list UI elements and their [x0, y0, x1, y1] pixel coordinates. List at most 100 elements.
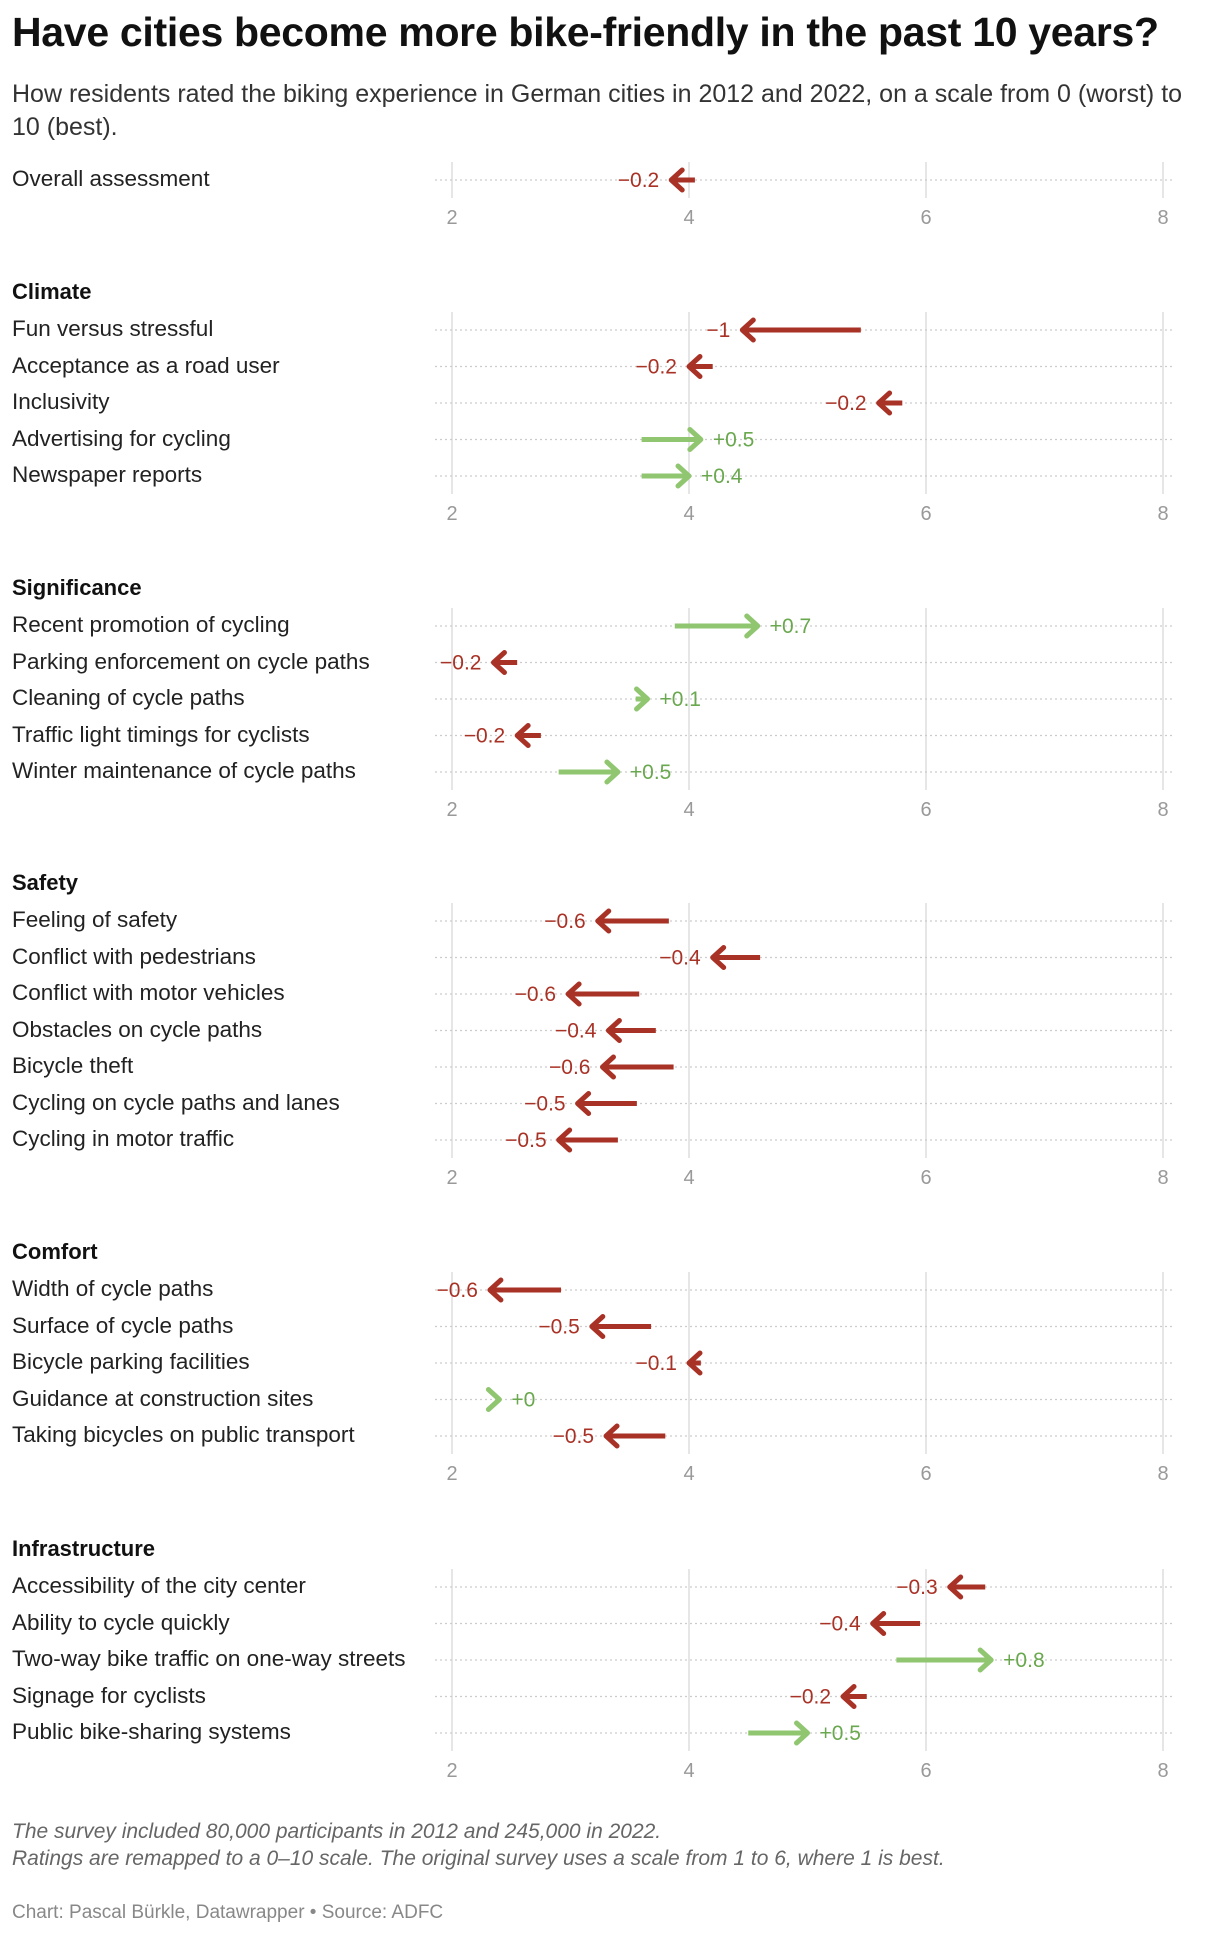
- x-tick-label: 2: [446, 1463, 457, 1485]
- note-line-2: Ratings are remapped to a 0–10 scale. Th…: [12, 1847, 945, 1871]
- arrow-head: [565, 981, 582, 1007]
- change-value-label: +0: [511, 1389, 535, 1412]
- row-label: Cleaning of cycle paths: [12, 685, 245, 710]
- x-tick-label: 2: [446, 1167, 457, 1189]
- change-value-label: −0.6: [436, 1279, 477, 1302]
- x-tick-label: 2: [446, 1760, 457, 1782]
- row-label: Width of cycle paths: [12, 1276, 214, 1301]
- row-label: Ability to cycle quickly: [12, 1609, 230, 1635]
- change-value-label: +0.5: [630, 761, 671, 784]
- row-label: Feeling of safety: [12, 907, 178, 932]
- x-tick-label: 6: [920, 1463, 931, 1485]
- arrow-head: [739, 317, 756, 343]
- arrow-head: [744, 613, 761, 639]
- arrow-head: [675, 463, 692, 489]
- x-tick-label: 6: [920, 207, 931, 229]
- x-tick-label: 6: [920, 1760, 931, 1782]
- row-label: Surface of cycle paths: [12, 1312, 234, 1338]
- note-line-1: The survey included 80,000 participants …: [12, 1820, 662, 1843]
- change-value-label: −0.2: [440, 652, 481, 675]
- row-label: Overall assessment: [12, 166, 210, 191]
- row-label: Taking bicycles on public transport: [12, 1422, 355, 1447]
- row-label: Cycling on cycle paths and lanes: [12, 1089, 340, 1115]
- section-title: Infrastructure: [12, 1536, 156, 1561]
- x-tick-label: 6: [920, 799, 931, 821]
- x-tick-label: 4: [683, 1463, 694, 1485]
- change-value-label: −0.4: [659, 947, 701, 970]
- arrow-head: [604, 759, 621, 785]
- row-label: Recent promotion of cycling: [12, 612, 290, 637]
- change-value-label: −0.4: [555, 1020, 597, 1043]
- change-value-label: −0.2: [790, 1686, 831, 1709]
- change-value-label: −0.2: [825, 392, 866, 415]
- x-tick-label: 6: [920, 1167, 931, 1189]
- change-value-label: −0.1: [636, 1352, 677, 1375]
- arrow-head: [710, 945, 727, 970]
- row-label: Accessibility of the city center: [12, 1573, 306, 1598]
- change-value-label: +0.5: [713, 429, 754, 452]
- change-value-label: +0.7: [770, 615, 811, 638]
- row-label: Winter maintenance of cycle paths: [12, 758, 356, 783]
- arrow-head: [794, 1720, 810, 1746]
- change-value-label: −0.6: [544, 910, 585, 933]
- row-label: Acceptance as a road user: [12, 352, 280, 378]
- x-tick-label: 8: [1157, 1167, 1168, 1189]
- section-title: Comfort: [12, 1239, 98, 1264]
- arrow-head: [605, 1018, 622, 1043]
- change-value-label: −0.5: [538, 1316, 579, 1339]
- arrow-head: [686, 354, 703, 379]
- row-label: Parking enforcement on cycle paths: [12, 648, 370, 674]
- x-tick-label: 4: [683, 1760, 694, 1782]
- change-value-label: +0.5: [820, 1722, 861, 1745]
- chart-title: Have cities become more bike-friendly in…: [12, 9, 1159, 55]
- arrow-head: [947, 1574, 964, 1600]
- section-title: Safety: [12, 870, 79, 895]
- arrow-head: [599, 1054, 616, 1080]
- x-tick-label: 4: [683, 1167, 694, 1189]
- arrow-head: [487, 1277, 504, 1303]
- arrow-head: [485, 1387, 502, 1412]
- arrow-head: [840, 1684, 857, 1709]
- row-label: Newspaper reports: [12, 462, 203, 487]
- arrow-head: [575, 1091, 592, 1116]
- change-value-label: +0.8: [1003, 1649, 1044, 1672]
- chart-credit: Chart: Pascal Bürkle, Datawrapper • Sour…: [12, 1902, 444, 1923]
- change-value-label: +0.4: [701, 465, 743, 488]
- section-title: Climate: [12, 279, 92, 304]
- change-value-label: −0.2: [636, 356, 677, 379]
- change-value-label: −0.3: [896, 1576, 937, 1599]
- row-label: Cycling in motor traffic: [12, 1126, 235, 1151]
- arrow-head: [870, 1611, 887, 1636]
- row-label: Inclusivity: [12, 389, 110, 414]
- x-tick-label: 8: [1157, 799, 1168, 821]
- arrow-head: [668, 167, 685, 193]
- arrow-head: [556, 1127, 573, 1153]
- x-tick-label: 8: [1157, 503, 1168, 525]
- row-label: Fun versus stressful: [12, 316, 214, 341]
- row-label: Two-way bike traffic on one-way streets: [12, 1646, 406, 1671]
- row-label: Bicycle theft: [12, 1053, 134, 1078]
- arrow-head: [595, 908, 612, 934]
- x-tick-label: 8: [1157, 207, 1168, 229]
- arrow-head: [514, 723, 531, 748]
- x-tick-label: 8: [1157, 1463, 1168, 1485]
- change-value-label: −0.5: [505, 1129, 546, 1152]
- row-label: Guidance at construction sites: [12, 1385, 314, 1411]
- chart-notes: The survey included 80,000 participants …: [12, 1818, 945, 1873]
- change-value-label: −0.5: [553, 1425, 594, 1448]
- row-label: Conflict with pedestrians: [12, 943, 256, 969]
- arrow-head: [686, 1350, 703, 1376]
- arrow-head: [634, 686, 651, 712]
- section-title: Significance: [12, 575, 142, 600]
- change-value-label: −0.4: [819, 1613, 861, 1636]
- chart-subtitle: How residents rated the biking experienc…: [12, 80, 1183, 141]
- change-value-label: −0.6: [549, 1056, 590, 1079]
- arrow-head: [589, 1314, 606, 1339]
- x-tick-label: 8: [1157, 1760, 1168, 1782]
- change-value-label: +0.1: [660, 688, 701, 711]
- x-tick-label: 4: [683, 799, 694, 821]
